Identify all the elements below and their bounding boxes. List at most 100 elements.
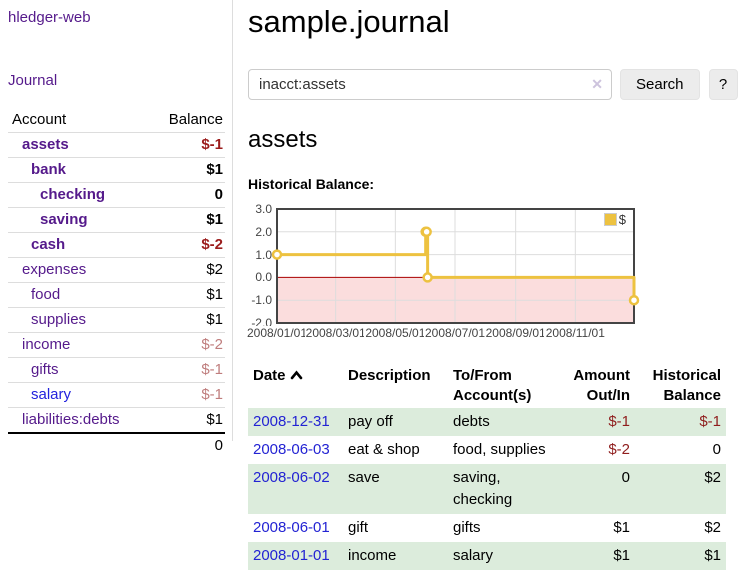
- search-input[interactable]: [248, 69, 612, 100]
- account-row: food $1: [8, 282, 225, 308]
- chart-title: Historical Balance:: [248, 176, 375, 192]
- transaction-accounts: salary: [453, 547, 494, 564]
- account-link[interactable]: bank: [31, 161, 67, 178]
- transaction-amount: 0: [621, 469, 630, 486]
- transaction-date-link[interactable]: 2008-06-02: [253, 469, 330, 486]
- transaction-amount: $1: [613, 547, 630, 564]
- account-link[interactable]: expenses: [22, 261, 87, 278]
- transaction-balance: $-1: [699, 413, 721, 430]
- transaction-row: 2008-06-03 eat & shop food, supplies $-2…: [248, 436, 726, 464]
- y-axis-tick-label: 0.0: [255, 270, 272, 285]
- transaction-amount: $1: [613, 519, 630, 536]
- account-balance: $-2: [201, 336, 223, 353]
- transactions-table: Date Description To/From Account(s) Amou…: [248, 364, 726, 570]
- account-row: liabilities:debts $1: [8, 407, 225, 434]
- account-balance: $1: [206, 311, 223, 328]
- historical-balance-chart: $ 3.0 2.0 1.0 0.0 -1.0 -2.0 2008/01/01 2008/03/…: [245, 201, 642, 341]
- account-row: gifts $-1: [8, 357, 225, 383]
- transaction-date-link[interactable]: 2008-01-01: [253, 547, 330, 564]
- transaction-row: 2008-01-01 income salary $1 $1: [248, 542, 726, 570]
- transaction-description: eat & shop: [348, 441, 420, 458]
- accounts-table: Account Balance assets $-1 bank $1 check…: [8, 108, 225, 458]
- transaction-description: save: [348, 469, 380, 486]
- account-link[interactable]: salary: [31, 386, 72, 403]
- sidebar-item-journal[interactable]: Journal: [8, 72, 58, 89]
- x-axis-tick-label: 2008/11/01: [544, 326, 607, 340]
- account-link[interactable]: gifts: [31, 361, 59, 378]
- x-axis-tick-label: 2008/01/01: [246, 326, 308, 340]
- sidebar: hledger-web Journal Account Balance asse…: [0, 0, 233, 454]
- y-axis-tick-label: 1.0: [255, 247, 272, 262]
- account-link[interactable]: saving: [40, 211, 88, 228]
- sort-asc-icon: [290, 370, 302, 380]
- account-row: salary $-1: [8, 382, 225, 408]
- transaction-accounts: food, supplies: [453, 441, 546, 458]
- search-button[interactable]: Search: [620, 69, 700, 100]
- legend-swatch: [603, 213, 617, 226]
- help-button[interactable]: ?: [708, 69, 738, 100]
- x-axis-tick-label: 2008/09/01: [484, 326, 547, 340]
- account-balance: $-1: [201, 386, 223, 403]
- account-row: supplies $1: [8, 307, 225, 333]
- account-balance: $1: [206, 211, 223, 228]
- account-link[interactable]: checking: [40, 186, 106, 203]
- account-balance: $2: [206, 261, 223, 278]
- transaction-balance: $1: [704, 547, 721, 564]
- legend-label: $: [618, 212, 626, 227]
- balance-column-header2: Historical Balance: [652, 367, 721, 404]
- account-balance: $1: [206, 411, 223, 428]
- page-title: sample.journal: [248, 4, 450, 39]
- brand: hledger-web: [8, 9, 232, 27]
- y-axis-tick-label: 2.0: [255, 224, 272, 239]
- account-row: expenses $2: [8, 257, 225, 283]
- account-balance: $-2: [201, 236, 223, 253]
- transaction-date-link[interactable]: 2008-06-03: [253, 441, 330, 458]
- account-column-header: Account: [12, 111, 67, 128]
- account-link[interactable]: liabilities:debts: [22, 411, 120, 428]
- transaction-accounts: saving, checking: [453, 469, 513, 508]
- x-axis-tick-label: 2008/03/01: [304, 326, 367, 340]
- transaction-description: gift: [348, 519, 369, 536]
- transaction-description: pay off: [348, 413, 393, 430]
- chart-canvas: [271, 208, 640, 324]
- main-content: sample.journal ✕ Search ? assets Histori…: [233, 0, 742, 570]
- account-row: assets $-1: [8, 132, 225, 158]
- transaction-accounts: gifts: [453, 519, 481, 536]
- amount-column-header: Amount Out/In: [573, 367, 630, 404]
- app-layout: hledger-web Journal Account Balance asse…: [0, 0, 742, 570]
- clear-search-icon[interactable]: ✕: [591, 76, 603, 92]
- accounts-table-header: Account Balance: [8, 108, 225, 133]
- account-row: income $-2: [8, 332, 225, 358]
- date-column-header[interactable]: Date: [248, 364, 343, 408]
- data-point-marker: [628, 294, 640, 306]
- accounts-total-row: 0: [8, 433, 225, 458]
- y-axis-tick-label: -1.0: [251, 293, 272, 308]
- account-row: checking 0: [8, 182, 225, 208]
- transaction-row: 2008-06-02 save saving, checking 0 $2: [248, 464, 726, 514]
- transaction-date-link[interactable]: 2008-12-31: [253, 413, 330, 430]
- account-row: saving $1: [8, 207, 225, 233]
- transaction-row: 2008-06-01 gift gifts $1 $2: [248, 514, 726, 542]
- x-axis-tick-label: 2008/05/01: [364, 326, 427, 340]
- balance-column-header: Balance: [168, 111, 223, 128]
- transaction-balance: 0: [712, 441, 721, 458]
- account-balance: 0: [214, 186, 223, 203]
- brand-link[interactable]: hledger-web: [8, 9, 91, 26]
- x-axis-tick-label: 2008/07/01: [424, 326, 486, 340]
- data-point-marker: [421, 226, 432, 238]
- transactions-header-row: Date Description To/From Account(s) Amou…: [248, 364, 726, 408]
- account-link[interactable]: cash: [31, 236, 66, 253]
- account-link[interactable]: assets: [22, 136, 69, 153]
- transaction-accounts: debts: [453, 413, 490, 430]
- transaction-date-link[interactable]: 2008-06-01: [253, 519, 330, 536]
- account-link[interactable]: supplies: [31, 311, 87, 328]
- accounts-total-spacer: [8, 433, 117, 458]
- accounts-column-header: To/From Account(s): [453, 367, 532, 404]
- y-axis-tick-label: 3.0: [255, 202, 272, 216]
- data-point-marker: [271, 249, 283, 260]
- accounts-total-balance: 0: [214, 437, 223, 454]
- account-link[interactable]: income: [22, 336, 71, 353]
- account-balance: $1: [206, 286, 223, 303]
- account-link[interactable]: food: [31, 286, 61, 303]
- account-heading: assets: [248, 126, 318, 153]
